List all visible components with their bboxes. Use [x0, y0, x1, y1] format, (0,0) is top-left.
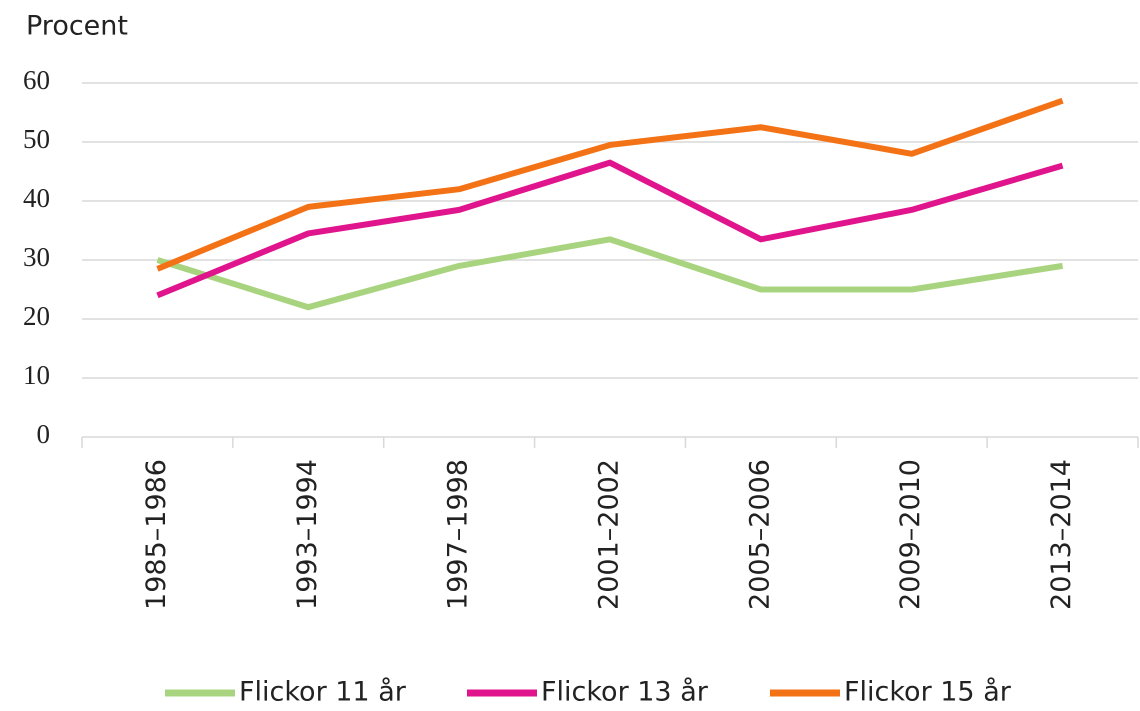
- y-axis-label: Procent: [26, 11, 128, 42]
- legend-label: Flickor 13 år: [541, 677, 709, 708]
- y-tick-label: 30: [23, 242, 50, 272]
- x-tick-label: 2001–2002: [594, 459, 625, 610]
- y-tick-label: 20: [23, 301, 50, 331]
- line-series: [156, 236, 1064, 311]
- y-tick-label: 60: [23, 65, 50, 95]
- legend-label: Flickor 15 år: [844, 677, 1012, 708]
- y-tick-label: 40: [23, 183, 50, 213]
- line-series: [156, 159, 1064, 299]
- y-tick-label: 10: [23, 360, 50, 390]
- y-tick-label: 50: [23, 124, 50, 154]
- legend-label: Flickor 11 år: [239, 677, 407, 708]
- y-tick-label: 0: [37, 419, 51, 449]
- x-tick-label: 1997–1998: [443, 459, 474, 610]
- x-tick-label: 2013–2014: [1046, 459, 1077, 610]
- x-tick-label: 1985–1986: [141, 459, 172, 610]
- x-tick-label: 2005–2006: [744, 459, 775, 610]
- line-series: [156, 97, 1064, 272]
- x-tick-label: 2009–2010: [895, 459, 926, 610]
- x-tick-label: 1993–1994: [292, 459, 323, 610]
